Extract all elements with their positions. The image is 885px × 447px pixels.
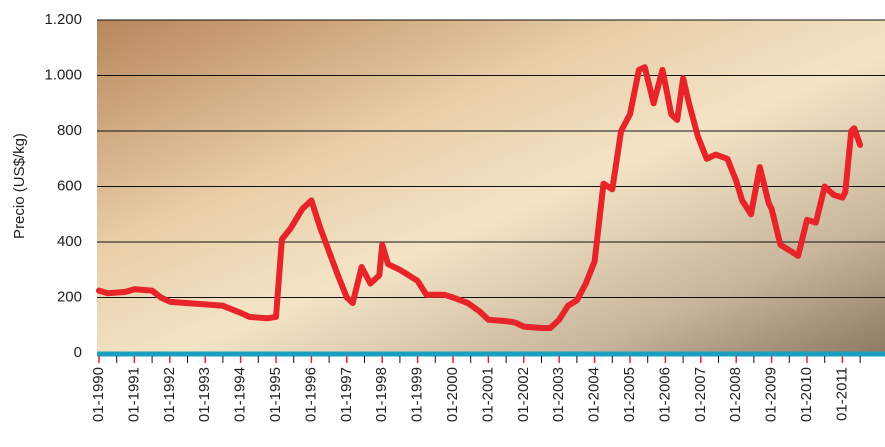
y-tick-label: 200 (57, 288, 82, 305)
x-tick-label: 01-2004 (586, 367, 603, 422)
y-tick-label: 600 (57, 177, 82, 194)
y-axis-label: Precio (US$/kg) (11, 133, 28, 239)
x-tick-label: 01-2003 (550, 367, 567, 422)
x-tick-label: 01-2007 (692, 367, 709, 422)
x-tick-label: 01-1995 (267, 367, 284, 422)
x-tick-label: 01-1991 (125, 367, 142, 422)
x-tick-label: 01-1996 (302, 367, 319, 422)
x-tick-label: 01-1990 (90, 367, 107, 422)
x-tick-label: 01-1997 (338, 367, 355, 422)
x-tick-label: 01-2009 (763, 367, 780, 422)
y-tick-label: 1.000 (44, 66, 82, 83)
x-tick-label: 01-2010 (798, 367, 815, 422)
x-tick-label: 01-2006 (656, 367, 673, 422)
x-tick-label: 01-2008 (727, 367, 744, 422)
x-tick-label: 01-1994 (232, 367, 249, 422)
y-tick-label: 1.200 (44, 11, 82, 28)
x-tick-label: 01-1998 (373, 367, 390, 422)
x-tick-label: 01-2001 (479, 367, 496, 422)
x-tick-label: 01-2011 (833, 367, 850, 421)
x-tick-label: 01-1993 (196, 367, 213, 422)
x-tick-label: 01-2000 (444, 367, 461, 422)
y-tick-label: 400 (57, 233, 82, 250)
x-tick-label: 01-1992 (161, 367, 178, 422)
x-tick-label: 01-1999 (409, 367, 426, 422)
chart: Precio (US$/kg) 0 200 400 600 800 1.000 1.200 0… (0, 0, 885, 442)
y-tick-label: 0 (74, 344, 82, 361)
x-tick-label: 01-2002 (515, 367, 532, 422)
y-tick-label: 800 (57, 122, 82, 139)
x-tick-label: 01-2005 (621, 367, 638, 422)
